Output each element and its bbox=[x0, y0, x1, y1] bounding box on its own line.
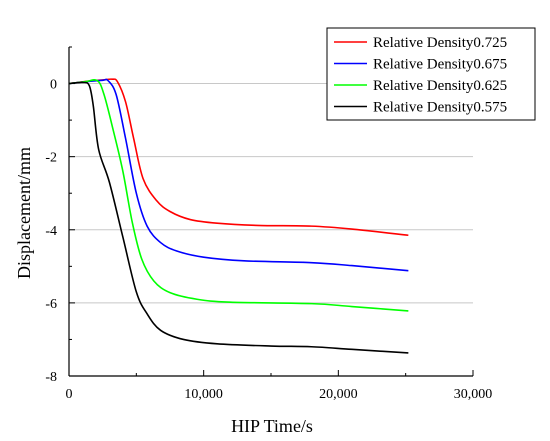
x-tick-label: 30,000 bbox=[454, 387, 493, 402]
y-axis-title: Displacement/mm bbox=[14, 147, 34, 279]
x-tick-label: 0 bbox=[66, 387, 73, 402]
y-axis-ticks: 0 -2 -4 -6 -8 bbox=[45, 46, 75, 385]
y-tick-label: -4 bbox=[45, 224, 57, 239]
x-axis-title: HIP Time/s bbox=[231, 416, 313, 436]
y-tick-label: -2 bbox=[45, 151, 57, 166]
series-line-3 bbox=[68, 79, 409, 312]
x-tick-label: 10,000 bbox=[184, 387, 223, 402]
series-line-1 bbox=[68, 78, 409, 237]
legend-label-1: Relative Density0.725 bbox=[373, 35, 507, 51]
series-line-4 bbox=[68, 81, 409, 354]
series-lines bbox=[68, 78, 409, 354]
legend-label-4: Relative Density0.575 bbox=[373, 100, 507, 116]
legend-box bbox=[326, 27, 536, 121]
x-axis-ticks: 0 10,000 20,000 30,000 bbox=[66, 370, 493, 402]
series-line-2 bbox=[68, 78, 409, 272]
x-tick-label: 20,000 bbox=[319, 387, 358, 402]
legend: Relative Density0.725 Relative Density0.6… bbox=[326, 27, 536, 121]
legend-label-2: Relative Density0.675 bbox=[373, 57, 507, 73]
y-tick-label: 0 bbox=[50, 78, 57, 93]
y-tick-label: -8 bbox=[45, 370, 57, 385]
legend-label-3: Relative Density0.625 bbox=[373, 78, 507, 94]
y-tick-label: -6 bbox=[45, 297, 57, 312]
